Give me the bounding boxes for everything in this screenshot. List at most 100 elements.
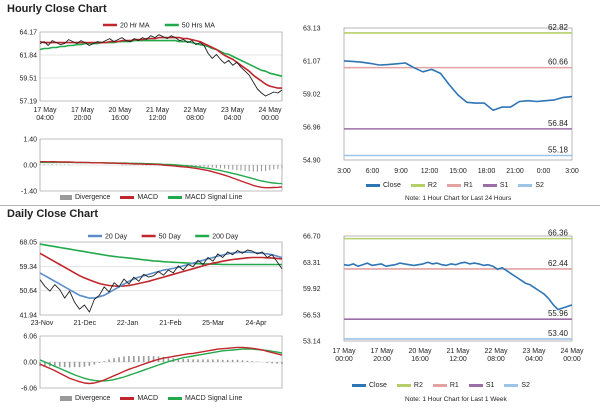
legend-r1: R1 bbox=[432, 382, 459, 389]
hourly-macd-chart: 1.40 0.00 -1.40 bbox=[21, 137, 283, 196]
legend-r2-label: R2 bbox=[427, 182, 437, 189]
hourly-section-title: Hourly Close Chart bbox=[7, 3, 107, 15]
legend-divergence-label: Divergence bbox=[75, 395, 111, 402]
hourly-intraday-frame bbox=[343, 27, 573, 161]
hourly-price-legend-label: 50 Hrs MA bbox=[182, 23, 215, 30]
hourly-intraday-y-tick-label: 63.13 bbox=[303, 26, 321, 33]
daily-intraday-x-tick-label: 22 May 08:00 bbox=[485, 348, 508, 363]
macd-signal-line bbox=[39, 348, 283, 382]
daily-intraday-x-tick-line: 17 May bbox=[371, 348, 394, 355]
daily-price-chart: 68.05 59.34 50.64 41.94 20 Day 50 Day 200 Day 2… bbox=[19, 234, 283, 327]
hourly-intraday-s2-level-label: 55.18 bbox=[548, 146, 569, 155]
daily-price-x-tick-line: 21-Dec bbox=[74, 320, 97, 327]
daily-intraday-x-tick-label: 23 May 04:00 bbox=[523, 348, 546, 363]
daily-price-x-tick-line: 25-Mar bbox=[202, 320, 225, 327]
r2-swatch bbox=[396, 384, 411, 387]
hourly-intraday-x-tick-label: 21:00 bbox=[506, 168, 524, 175]
hourly-intraday-r1-level-label: 60.66 bbox=[548, 58, 569, 67]
hourly-intraday-x-tick-line: 15:00 bbox=[449, 168, 467, 175]
macd-swatch bbox=[120, 196, 135, 199]
daily-intraday-x-tick-label: 17 May 00:00 bbox=[333, 348, 356, 363]
legend-s1-label: S1 bbox=[485, 382, 495, 389]
legend-signal-label: MACD Signal Line bbox=[185, 395, 243, 402]
hourly-price-x-tick-label: 24 May 00:00 bbox=[259, 107, 282, 122]
hourly-price-x-tick-label: 17 May 04:00 bbox=[34, 107, 57, 122]
hourly-price-x-tick-label: 20 May 16:00 bbox=[109, 107, 132, 122]
hourly-price-y-tick-label: 64.17 bbox=[19, 30, 37, 37]
daily-intraday-y-tick-label: 63.31 bbox=[303, 260, 321, 267]
hourly-price-x-tick-line: 08:00 bbox=[186, 115, 204, 122]
hourly-intraday-x-tick-line: 21:00 bbox=[506, 168, 524, 175]
daily-price-x-tick-line: 22-Jan bbox=[117, 320, 139, 327]
hourly-intraday-r2-level-label: 62.82 bbox=[548, 23, 569, 32]
daily-price-legend-label: 200 Day bbox=[212, 234, 239, 241]
legend-s1: S1 bbox=[468, 382, 495, 389]
hourly-intraday-y-tick-label: 56.96 bbox=[303, 125, 321, 132]
daily-intraday-x-tick-label: 20 May 16:00 bbox=[409, 348, 432, 363]
s1-swatch bbox=[468, 384, 483, 387]
daily-intraday-x-tick-line: 00:00 bbox=[563, 356, 581, 363]
hourly-intraday-x-tick-label: 15:00 bbox=[449, 168, 467, 175]
daily-intraday-x-tick-line: 20:00 bbox=[373, 356, 391, 363]
hourly-intraday-x-tick-line: 9:00 bbox=[394, 168, 408, 175]
daily-price-y-tick-label: 50.64 bbox=[19, 288, 37, 295]
daily-intraday-y-tick-label: 59.92 bbox=[303, 286, 321, 293]
legend-r1-label: R1 bbox=[463, 182, 473, 189]
legend-r2: R2 bbox=[396, 382, 423, 389]
daily-intraday-x-tick-label: 17 May 20:00 bbox=[371, 348, 394, 363]
hourly-price-x-tick-line: 04:00 bbox=[36, 115, 54, 122]
legend-s2: S2 bbox=[504, 382, 530, 389]
hourly-price-x-tick-label: 22 May 08:00 bbox=[184, 107, 207, 122]
daily-intraday-x-tick-line: 04:00 bbox=[525, 356, 543, 363]
hourly-price-chart: 64.17 61.84 59.51 57.19 20 Hr MA 50 Hrs MA 17 … bbox=[19, 23, 283, 122]
hourly-macd-y-tick-label: 0.00 bbox=[23, 163, 37, 170]
daily-intraday-x-tick-line: 20 May bbox=[409, 348, 432, 355]
r1-swatch bbox=[446, 184, 461, 187]
daily-intraday-legend: Close R2 R1 S1 S2 bbox=[352, 382, 540, 389]
daily-intraday-y-tick-label: 53.14 bbox=[303, 339, 321, 346]
hourly-price-x-tick-line: 20 May bbox=[109, 107, 132, 114]
hourly-intraday-x-tick-label: 18:00 bbox=[478, 168, 496, 175]
daily-intraday-x-tick-line: 21 May bbox=[447, 348, 470, 355]
close-swatch bbox=[366, 184, 380, 187]
daily-intraday-x-tick-line: 24 May bbox=[561, 348, 584, 355]
hourly-intraday-chart: 63.13 61.07 59.02 56.96 54.90 62.82 60.66 56.84… bbox=[303, 23, 579, 175]
daily-close-line bbox=[39, 249, 283, 313]
hourly-price-x-tick-line: 17 May bbox=[71, 107, 94, 114]
daily-price-x-tick-label: 21-Feb bbox=[159, 320, 181, 327]
daily-price-x-tick-label: 22-Jan bbox=[117, 320, 139, 327]
legend-close: Close bbox=[352, 382, 387, 389]
hourly-intraday-x-tick-label: 9:00 bbox=[394, 168, 408, 175]
daily-price-y-tick-label: 68.05 bbox=[19, 240, 37, 247]
legend-signal-label: MACD Signal Line bbox=[185, 194, 243, 201]
s2-swatch bbox=[504, 384, 519, 387]
divergence-swatch bbox=[60, 195, 72, 200]
legend-close: Close bbox=[366, 182, 401, 189]
daily-price-y-tick-label: 41.94 bbox=[19, 313, 37, 320]
hourly-intraday-x-tick-line: 0:00 bbox=[537, 168, 551, 175]
legend-signal: MACD Signal Line bbox=[168, 395, 242, 402]
hourly-price-y-tick-label: 57.19 bbox=[19, 99, 37, 106]
daily-price-x-tick-label: 23-Nov bbox=[31, 320, 54, 327]
hourly-price-x-tick-line: 24 May bbox=[259, 107, 282, 114]
ma-20-hr-line bbox=[39, 36, 282, 89]
daily-price-x-tick-label: 21-Dec bbox=[74, 320, 97, 327]
macd-line bbox=[40, 161, 283, 189]
divergence-swatch bbox=[60, 396, 72, 401]
legend-divergence: Divergence bbox=[60, 194, 110, 201]
hourly-intraday-legend: Close R2 R1 S1 S2 bbox=[366, 182, 554, 189]
legend-s1-label: S1 bbox=[499, 182, 509, 189]
hourly-price-x-tick-line: 21 May bbox=[146, 107, 169, 114]
hourly-intraday-close-line bbox=[343, 60, 573, 112]
hourly-price-y-tick-label: 61.84 bbox=[19, 53, 37, 60]
daily-macd-y-tick-label: 6.06 bbox=[23, 334, 37, 341]
daily-intraday-frame bbox=[343, 235, 573, 342]
hourly-intraday-s1-level-label: 56.84 bbox=[548, 119, 569, 128]
hourly-price-x-tick-line: 16:00 bbox=[111, 115, 129, 122]
hourly-macd-y-tick-label: -1.40 bbox=[21, 189, 37, 196]
daily-macd-y-tick-label: -6.06 bbox=[21, 386, 37, 393]
daily-intraday-close-line bbox=[343, 261, 573, 311]
daily-intraday-s2-level-label: 53.40 bbox=[548, 329, 569, 338]
daily-intraday-x-tick-label: 24 May 00:00 bbox=[561, 348, 584, 363]
legend-r2-label: R2 bbox=[413, 382, 423, 389]
